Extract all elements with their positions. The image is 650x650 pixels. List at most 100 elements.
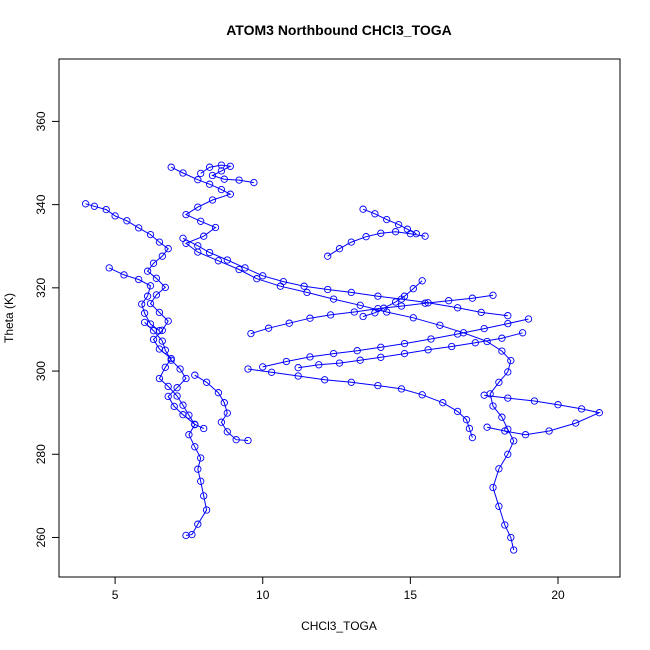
data-point (453, 407, 462, 416)
data-point (158, 252, 166, 260)
data-point (152, 291, 161, 299)
data-point (149, 259, 158, 267)
data-point (244, 365, 252, 373)
y-tick-label: 360 (34, 111, 48, 131)
data-point (418, 391, 426, 399)
data-point (400, 339, 409, 348)
data-point (214, 389, 223, 397)
data-point (498, 347, 506, 355)
data-point (495, 378, 503, 386)
data-point (102, 205, 110, 214)
data-point (424, 299, 432, 307)
data-point (217, 167, 226, 175)
data-point (453, 304, 462, 312)
y-axis-label: Theta (K) (2, 293, 16, 343)
data-point (504, 368, 512, 376)
data-point (374, 292, 382, 300)
data-point (445, 297, 453, 305)
data-point (267, 368, 276, 376)
data-point (394, 220, 403, 229)
data-point (161, 363, 169, 371)
data-point (468, 294, 477, 302)
data-point (138, 300, 146, 308)
data-point (164, 317, 172, 325)
data-point (421, 232, 429, 240)
data-point (179, 401, 187, 409)
data-point (480, 391, 488, 399)
data-point (465, 424, 474, 433)
data-point (595, 409, 603, 417)
data-point (294, 364, 302, 372)
data-point (143, 267, 152, 275)
data-point (211, 223, 220, 232)
data-point (371, 309, 379, 317)
data-point (247, 329, 255, 338)
data-point (244, 436, 252, 445)
data-point (179, 234, 187, 242)
data-point (182, 531, 190, 540)
data-point (285, 319, 293, 327)
data-point (521, 431, 530, 439)
data-point (217, 185, 226, 194)
data-point (510, 437, 518, 445)
data-point (241, 264, 249, 272)
data-point (335, 245, 344, 253)
data-point (495, 465, 503, 473)
data-point (321, 376, 329, 384)
data-point (205, 163, 214, 171)
data-point (173, 384, 181, 392)
data-point (200, 232, 208, 240)
data-point (217, 418, 226, 426)
data-point (235, 176, 243, 184)
data-point (397, 295, 406, 303)
data-point (146, 282, 155, 290)
data-point (480, 324, 488, 333)
data-point (448, 342, 456, 351)
data-point (167, 163, 175, 171)
series-line (298, 332, 523, 369)
data-point (554, 401, 562, 409)
data-point (383, 215, 391, 224)
data-point (155, 327, 164, 335)
data-point (572, 419, 580, 427)
data-point (303, 288, 311, 297)
data-point (489, 402, 497, 410)
data-point (220, 399, 228, 407)
data-point (427, 335, 435, 343)
data-point (324, 252, 332, 260)
data-point (264, 324, 273, 332)
data-point (501, 427, 509, 435)
data-point (111, 212, 119, 220)
series-line (362, 280, 423, 317)
data-point (223, 428, 231, 436)
y-tick-label: 280 (34, 444, 48, 464)
data-point (226, 190, 234, 198)
data-point (462, 416, 471, 424)
series-line (327, 231, 426, 257)
y-tick-label: 300 (34, 361, 48, 381)
data-point (197, 477, 205, 485)
data-point (371, 210, 379, 218)
data-point (504, 312, 512, 320)
series-line (170, 166, 515, 551)
data-point (164, 392, 172, 401)
data-point (400, 349, 409, 358)
data-point (326, 311, 335, 319)
data-point (403, 225, 412, 233)
data-point (501, 521, 509, 529)
data-point (453, 330, 462, 338)
data-point (495, 502, 503, 510)
data-series (247, 291, 497, 338)
data-point (205, 248, 214, 257)
series-line (182, 237, 508, 317)
data-point (105, 264, 113, 272)
x-tick-label: 5 (112, 588, 119, 602)
data-point (161, 283, 169, 292)
data-point (164, 245, 172, 253)
data-point (294, 372, 302, 380)
data-point (176, 365, 184, 373)
data-point (530, 397, 539, 405)
y-tick-label: 320 (34, 278, 48, 298)
data-point (170, 402, 178, 411)
x-tick-label: 10 (256, 588, 270, 602)
